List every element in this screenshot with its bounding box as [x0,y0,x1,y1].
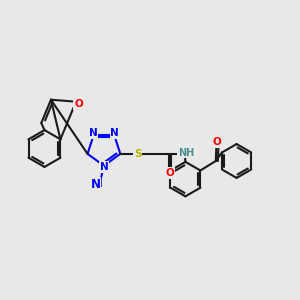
Text: O: O [166,168,174,178]
Text: N: N [100,162,108,172]
Text: N: N [89,128,98,138]
Text: NH: NH [178,148,194,158]
Text: O: O [74,99,83,109]
Text: O: O [213,137,221,147]
Text: N: N [91,178,100,191]
Text: N: N [110,128,119,138]
Text: S: S [134,149,141,159]
Text: N: N [94,179,102,189]
